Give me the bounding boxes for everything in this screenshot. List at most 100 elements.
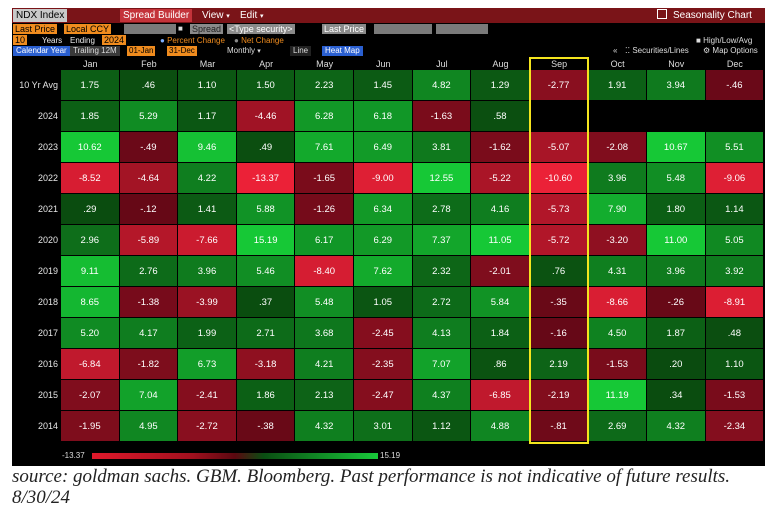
- heatmap-cell[interactable]: .20: [647, 349, 706, 380]
- field-select[interactable]: Last Price: [13, 24, 58, 34]
- blank-select[interactable]: [124, 24, 176, 34]
- heatmap-cell[interactable]: 7.37: [412, 225, 472, 256]
- net-change-radio[interactable]: ● Net Change: [234, 36, 284, 45]
- heatmap-cell[interactable]: -8.91: [705, 287, 765, 318]
- heatmap-cell[interactable]: [588, 101, 647, 132]
- heatmap-cell[interactable]: -1.63: [412, 101, 472, 132]
- heatmap-cell[interactable]: 1.29: [471, 70, 530, 101]
- heatmap-cell[interactable]: 4.13: [412, 318, 472, 349]
- heatmap-cell[interactable]: 5.29: [119, 101, 179, 132]
- heatmap-cell[interactable]: .37: [236, 287, 296, 318]
- heatmap-cell[interactable]: 1.41: [178, 194, 237, 225]
- heatmap-cell[interactable]: 4.50: [588, 318, 647, 349]
- heatmap-cell[interactable]: 11.00: [647, 225, 706, 256]
- heatmap-cell[interactable]: 3.94: [647, 70, 706, 101]
- heatmap-cell[interactable]: -8.52: [61, 163, 120, 194]
- blank-select-3[interactable]: [436, 24, 488, 34]
- heatmap-cell[interactable]: 4.32: [647, 411, 706, 442]
- heatmap-cell[interactable]: 4.31: [588, 256, 647, 287]
- heatmap-cell[interactable]: 4.82: [412, 70, 472, 101]
- securities-lines-button[interactable]: ⁚⁚ Securities/Lines: [622, 46, 692, 56]
- heatmap-cell[interactable]: 2.96: [61, 225, 120, 256]
- percent-change-radio[interactable]: ● Percent Change: [160, 36, 225, 45]
- trailing-button[interactable]: Trailing 12M: [70, 46, 120, 56]
- heatmap-cell[interactable]: -.38: [236, 411, 296, 442]
- heatmap-cell[interactable]: .86: [471, 349, 530, 380]
- heatmap-cell[interactable]: -2.77: [529, 70, 589, 101]
- heatmap-cell[interactable]: 3.81: [412, 132, 472, 163]
- heatmap-cell[interactable]: 4.37: [412, 380, 472, 411]
- heatmap-cell[interactable]: 7.04: [119, 380, 179, 411]
- heatmap-cell[interactable]: -5.73: [529, 194, 589, 225]
- heatmap-cell[interactable]: 3.96: [647, 256, 706, 287]
- heatmap-cell[interactable]: -.46: [705, 70, 765, 101]
- collapse-icon[interactable]: «: [610, 46, 621, 56]
- heatmap-cell[interactable]: 9.11: [61, 256, 120, 287]
- heatmap-cell[interactable]: -2.72: [178, 411, 237, 442]
- heatmap-cell[interactable]: 1.45: [354, 70, 413, 101]
- heatmap-cell[interactable]: 7.61: [295, 132, 354, 163]
- heatmap-cell[interactable]: 6.73: [178, 349, 237, 380]
- view-menu[interactable]: View ▾: [202, 10, 230, 21]
- heatmap-cell[interactable]: -2.41: [178, 380, 237, 411]
- edit-menu[interactable]: Edit ▾: [240, 10, 264, 21]
- heatmap-cell[interactable]: -2.35: [354, 349, 413, 380]
- heatmap-cell[interactable]: 5.20: [61, 318, 120, 349]
- heatmap-cell[interactable]: 9.46: [178, 132, 237, 163]
- heatmap-cell[interactable]: 11.19: [588, 380, 647, 411]
- heatmap-cell[interactable]: -2.07: [61, 380, 120, 411]
- heatmap-cell[interactable]: 2.71: [236, 318, 296, 349]
- heatmap-cell[interactable]: -1.82: [119, 349, 179, 380]
- heatmap-cell[interactable]: 1.14: [705, 194, 765, 225]
- heatmap-cell[interactable]: -8.66: [588, 287, 647, 318]
- heatmap-cell[interactable]: 4.21: [295, 349, 354, 380]
- heatmap-cell[interactable]: 6.17: [295, 225, 354, 256]
- spread-select[interactable]: Spread: [190, 24, 224, 34]
- heatmap-cell[interactable]: -2.34: [705, 411, 765, 442]
- heatmap-cell[interactable]: -2.19: [529, 380, 589, 411]
- heatmap-cell[interactable]: 7.90: [588, 194, 647, 225]
- heatmap-cell[interactable]: -.49: [119, 132, 179, 163]
- heatmap-cell[interactable]: 1.17: [178, 101, 237, 132]
- heatmap-cell[interactable]: 1.50: [236, 70, 296, 101]
- heatmap-cell[interactable]: 2.32: [412, 256, 472, 287]
- heatmap-cell[interactable]: 1.85: [61, 101, 120, 132]
- heatmap-cell[interactable]: -10.60: [529, 163, 589, 194]
- heatmap-cell[interactable]: 5.46: [236, 256, 296, 287]
- heatmap-cell[interactable]: 2.76: [119, 256, 179, 287]
- calendar-year-button[interactable]: Calendar Year: [13, 46, 70, 56]
- heatmap-cell[interactable]: 6.34: [354, 194, 413, 225]
- start-date-input[interactable]: 01-Jan: [127, 46, 156, 56]
- heatmap-cell[interactable]: -1.65: [295, 163, 354, 194]
- heatmap-cell[interactable]: 1.05: [354, 287, 413, 318]
- heatmap-cell[interactable]: -3.99: [178, 287, 237, 318]
- spread-builder-button[interactable]: Spread Builder: [120, 9, 193, 22]
- heatmap-cell[interactable]: -7.66: [178, 225, 237, 256]
- heatmap-cell[interactable]: 5.48: [647, 163, 706, 194]
- heatmap-cell[interactable]: -.81: [529, 411, 589, 442]
- heatmap-cell[interactable]: -1.26: [295, 194, 354, 225]
- field2-select[interactable]: Last Price: [322, 24, 367, 34]
- heatmap-cell[interactable]: 5.84: [471, 287, 530, 318]
- heatmap-cell[interactable]: 1.99: [178, 318, 237, 349]
- heatmap-cell[interactable]: -1.95: [61, 411, 120, 442]
- heatmap-cell[interactable]: 4.16: [471, 194, 530, 225]
- heatmap-cell[interactable]: -1.62: [471, 132, 530, 163]
- heatmap-cell[interactable]: [529, 101, 589, 132]
- heatmap-cell[interactable]: -.26: [647, 287, 706, 318]
- heatmap-cell[interactable]: 4.17: [119, 318, 179, 349]
- heatmap-cell[interactable]: 1.10: [705, 349, 765, 380]
- heatmap-cell[interactable]: -.35: [529, 287, 589, 318]
- heatmap-cell[interactable]: 6.49: [354, 132, 413, 163]
- heatmap-cell[interactable]: -3.20: [588, 225, 647, 256]
- heatmap-cell[interactable]: -5.22: [471, 163, 530, 194]
- heatmap-cell[interactable]: 5.05: [705, 225, 765, 256]
- heatmap-cell[interactable]: 3.96: [588, 163, 647, 194]
- heatmap-cell[interactable]: -6.85: [471, 380, 530, 411]
- ticker-field[interactable]: NDX Index: [13, 9, 68, 22]
- currency-select[interactable]: Local CCY: [64, 24, 112, 34]
- heatmap-cell[interactable]: 3.68: [295, 318, 354, 349]
- heatmap-cell[interactable]: -8.40: [295, 256, 354, 287]
- heatmap-cell[interactable]: 12.55: [412, 163, 472, 194]
- heatmap-cell[interactable]: 5.48: [295, 287, 354, 318]
